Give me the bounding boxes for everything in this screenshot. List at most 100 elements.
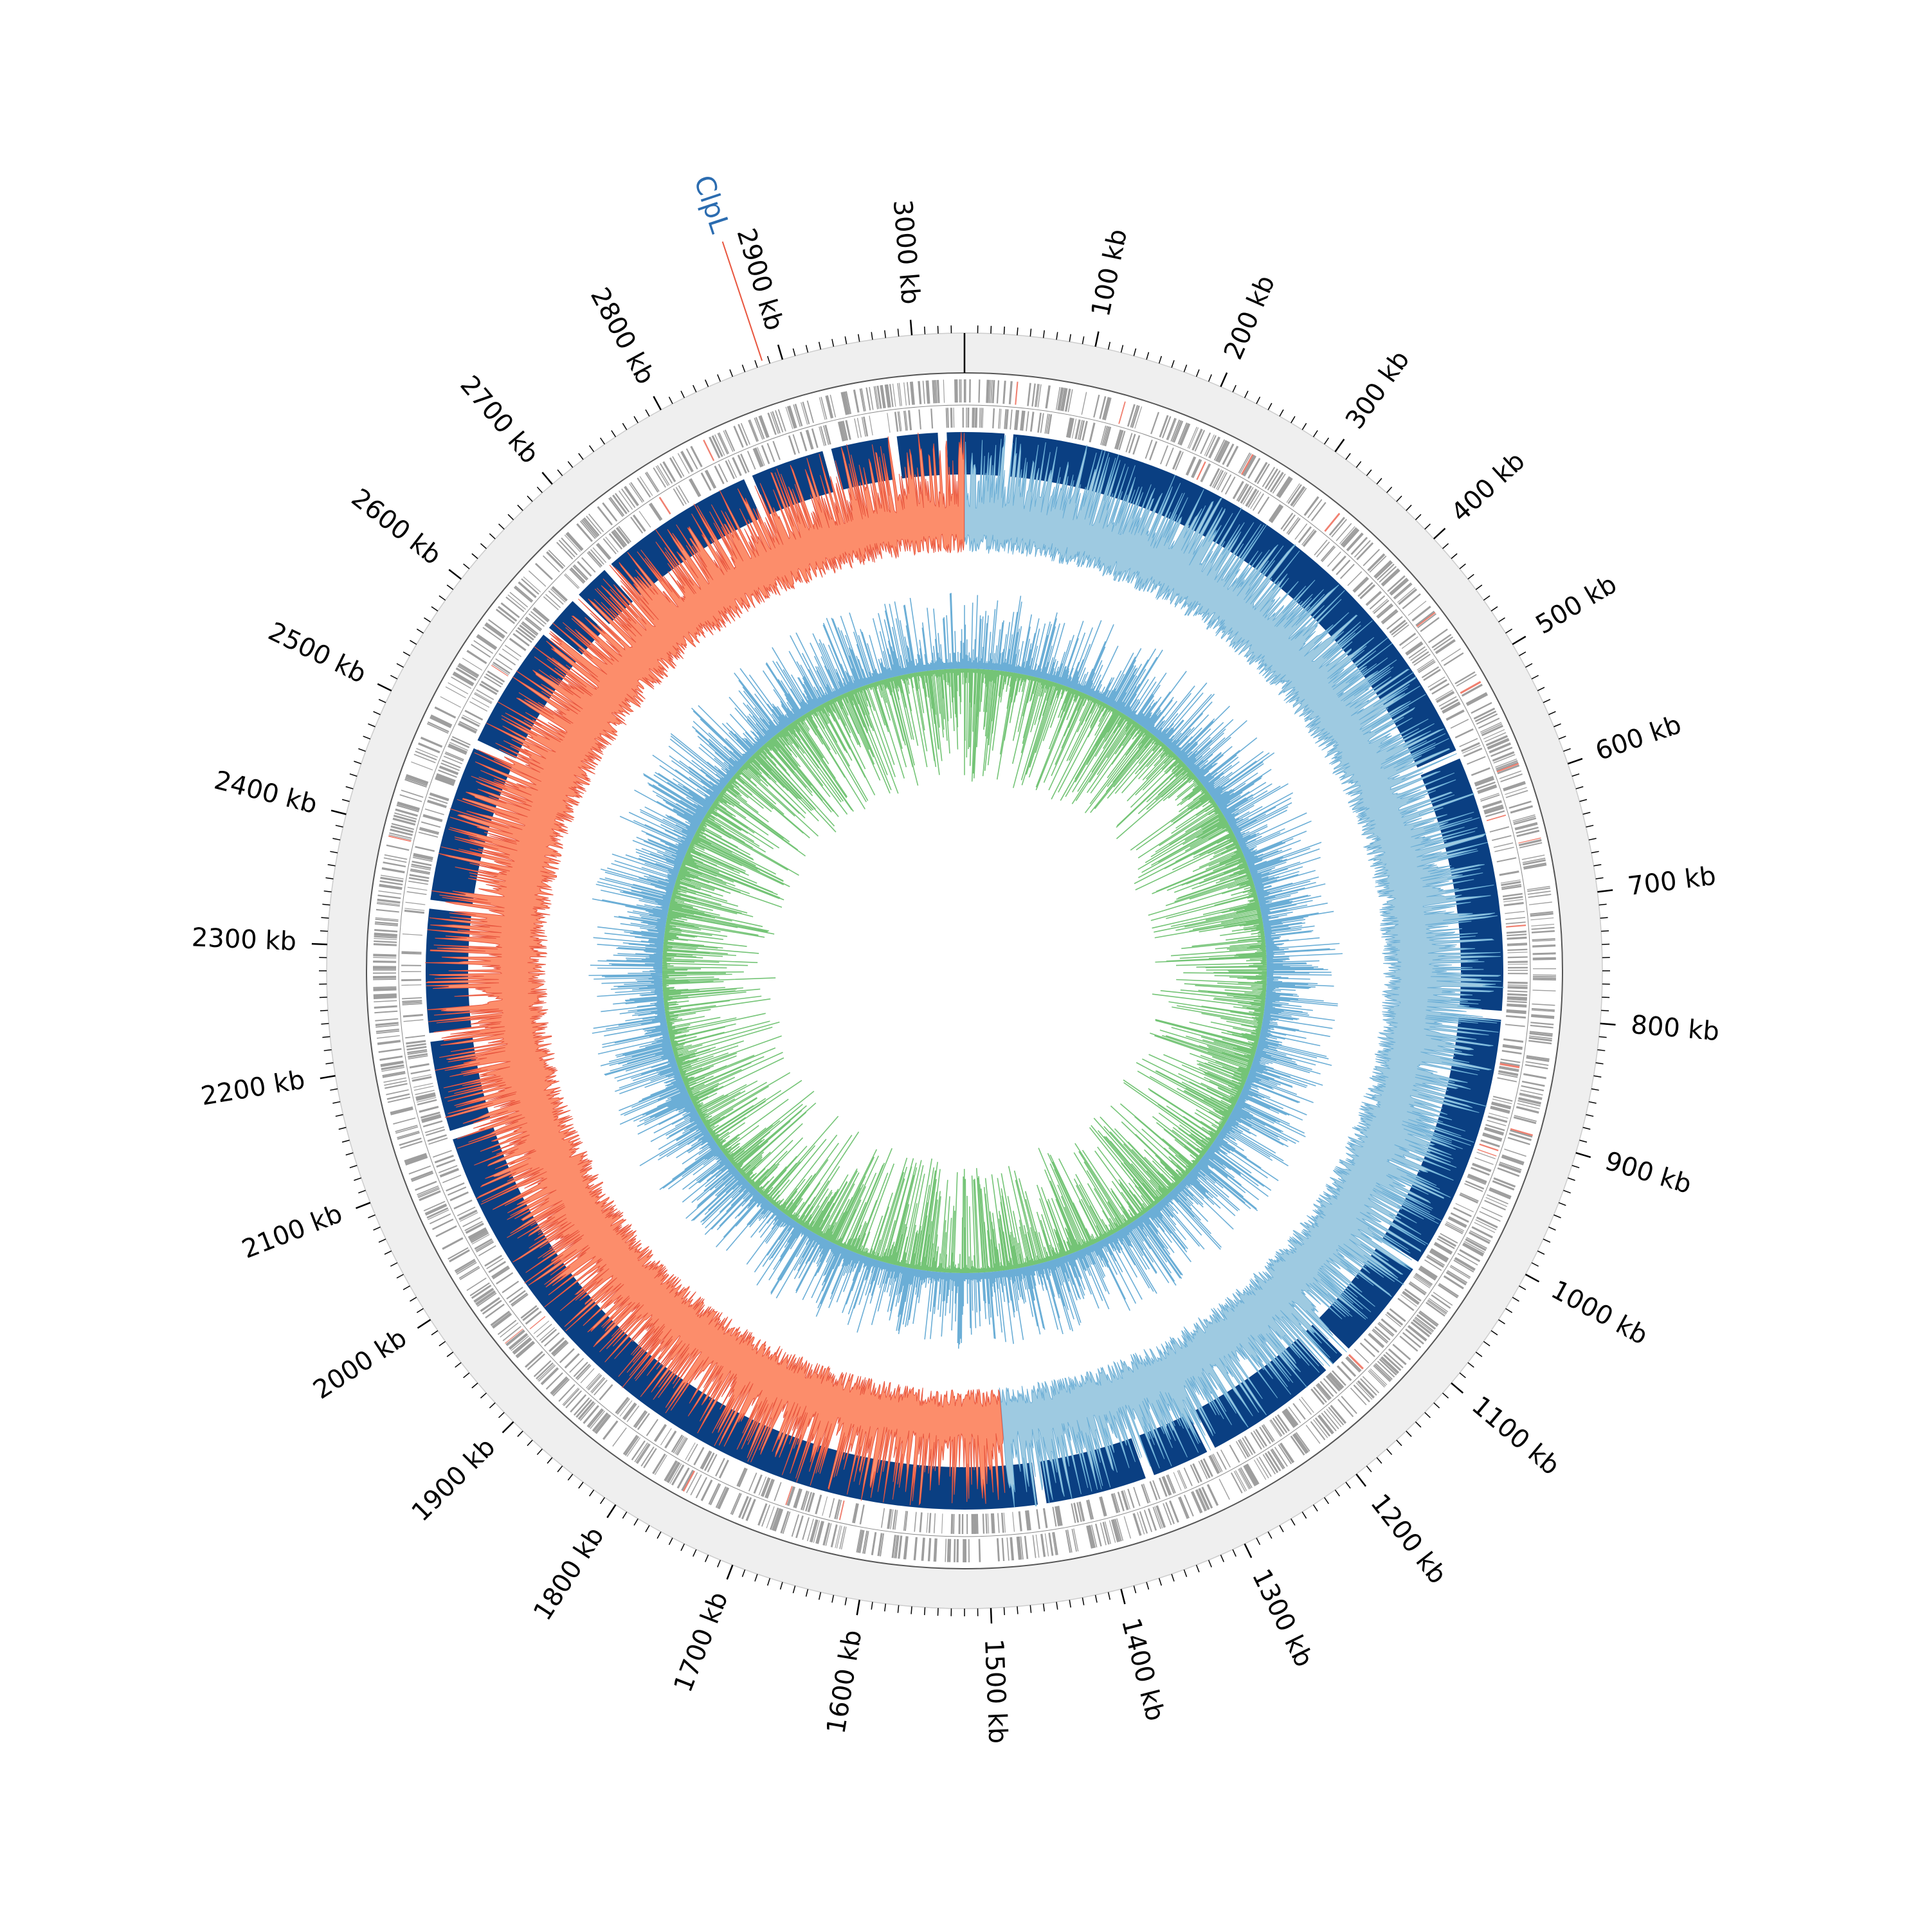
gene-feature-bar — [401, 964, 421, 966]
gene-feature-bar — [388, 835, 411, 842]
minor-tick — [1451, 554, 1457, 559]
kb-tick-label: 300 kb — [1340, 345, 1415, 435]
major-tick — [653, 396, 660, 410]
gene-feature-bar — [963, 408, 964, 428]
gene-feature-bar — [1504, 902, 1524, 907]
gene-feature-bar — [1019, 1512, 1022, 1531]
minor-tick — [755, 1574, 757, 1581]
minor-tick — [1256, 397, 1260, 404]
minor-tick — [568, 1474, 572, 1480]
gene-feature-bar — [1508, 952, 1528, 953]
minor-tick — [1346, 1482, 1350, 1488]
minor-tick — [547, 1458, 552, 1463]
minor-tick — [1346, 453, 1350, 460]
minor-tick — [1559, 1203, 1566, 1205]
gene-feature-bar — [581, 519, 597, 538]
gene-feature-bar — [574, 1362, 588, 1377]
gene-feature-bar — [383, 862, 406, 867]
minor-tick — [1209, 374, 1212, 381]
gene-feature-bar — [1436, 691, 1454, 703]
minor-tick — [1209, 1560, 1212, 1567]
gene-feature-bar — [1533, 976, 1556, 977]
minor-tick — [579, 1482, 583, 1488]
minor-tick — [1291, 417, 1295, 423]
minor-tick — [379, 1239, 386, 1242]
gene-feature-bar — [732, 1494, 742, 1515]
gene-feature-bar — [887, 413, 890, 433]
minor-tick — [1233, 1549, 1236, 1557]
minor-tick — [431, 1331, 438, 1335]
gene-feature-bar — [1002, 381, 1006, 404]
gene-feature-bar — [459, 1210, 478, 1220]
gene-feature-bar — [923, 381, 925, 404]
gene-feature-bar — [374, 943, 397, 946]
gene-feature-bar — [1321, 545, 1335, 561]
gene-feature-bar — [1012, 1512, 1015, 1532]
minor-tick — [1197, 370, 1199, 377]
minor-tick — [1096, 1595, 1097, 1603]
gene-feature-bar — [869, 415, 873, 435]
gene-feature-bar — [964, 379, 966, 402]
gene-feature-bar — [1225, 476, 1236, 494]
major-tick — [449, 570, 461, 579]
gene-feature-bar — [881, 1508, 885, 1528]
gene-feature-bar — [1489, 1187, 1511, 1198]
minor-tick — [1468, 574, 1474, 579]
gene-feature-bar — [914, 1512, 916, 1532]
gene-feature-bar — [1506, 925, 1526, 928]
gene-feature-bar — [1336, 559, 1350, 575]
gene-feature-bar — [919, 1512, 923, 1532]
gene-feature-bar — [615, 1397, 629, 1414]
minor-tick — [1512, 1297, 1519, 1301]
gene-feature-bar — [405, 902, 425, 905]
gene-feature-bar — [446, 687, 466, 698]
gene-feature-bar — [403, 934, 422, 935]
minor-tick — [1591, 1088, 1599, 1090]
gene-feature-bar — [1326, 1409, 1341, 1427]
gene-feature-bar — [1522, 1081, 1545, 1087]
minor-tick — [781, 1582, 783, 1590]
gene-feature-bar — [774, 1482, 782, 1501]
minor-tick — [1056, 1602, 1058, 1610]
minor-tick — [646, 410, 649, 416]
minor-tick — [845, 1598, 846, 1605]
minor-tick — [397, 1274, 404, 1278]
minor-tick — [819, 1592, 821, 1600]
gene-feature-bar — [536, 1362, 554, 1380]
minor-tick — [1146, 352, 1148, 360]
gene-feature-bar — [1169, 1501, 1179, 1523]
minor-tick — [590, 446, 594, 452]
kb-tick-label: 2400 kb — [212, 765, 320, 820]
minor-tick — [611, 430, 616, 437]
gene-feature-bar — [401, 984, 421, 986]
gene-feature-bar — [978, 379, 980, 402]
gene-feature-bar — [1366, 591, 1381, 606]
minor-tick — [1589, 1102, 1597, 1103]
inner-ring-edge — [367, 373, 1562, 1569]
kb-tick-label: 1600 kb — [821, 1628, 867, 1736]
gene-feature-bar — [1310, 1421, 1326, 1440]
minor-tick — [1583, 1128, 1591, 1130]
minor-tick — [871, 332, 873, 339]
gene-feature-bar — [1507, 934, 1526, 936]
gene-feature-bar — [690, 1474, 702, 1495]
gene-feature-bar — [1229, 1445, 1240, 1463]
major-tick — [607, 1504, 615, 1517]
minor-tick — [480, 543, 486, 548]
gene-feature-bar — [551, 587, 567, 602]
minor-tick — [1415, 514, 1420, 519]
gene-feature-bar — [401, 979, 421, 981]
minor-tick — [634, 417, 638, 423]
gene-feature-bar — [983, 1513, 984, 1533]
gene-feature-bar — [373, 979, 396, 980]
kb-tick-label: 2200 kb — [199, 1065, 307, 1112]
minor-tick — [1443, 1393, 1449, 1398]
gene-feature-bar — [1499, 1163, 1521, 1173]
gene-feature-bar — [529, 570, 546, 586]
minor-tick — [832, 339, 833, 347]
minor-tick — [1377, 1458, 1382, 1463]
major-tick — [1512, 636, 1526, 644]
kb-tick-label: 900 kb — [1602, 1146, 1695, 1200]
gene-feature-bar — [1508, 982, 1528, 984]
